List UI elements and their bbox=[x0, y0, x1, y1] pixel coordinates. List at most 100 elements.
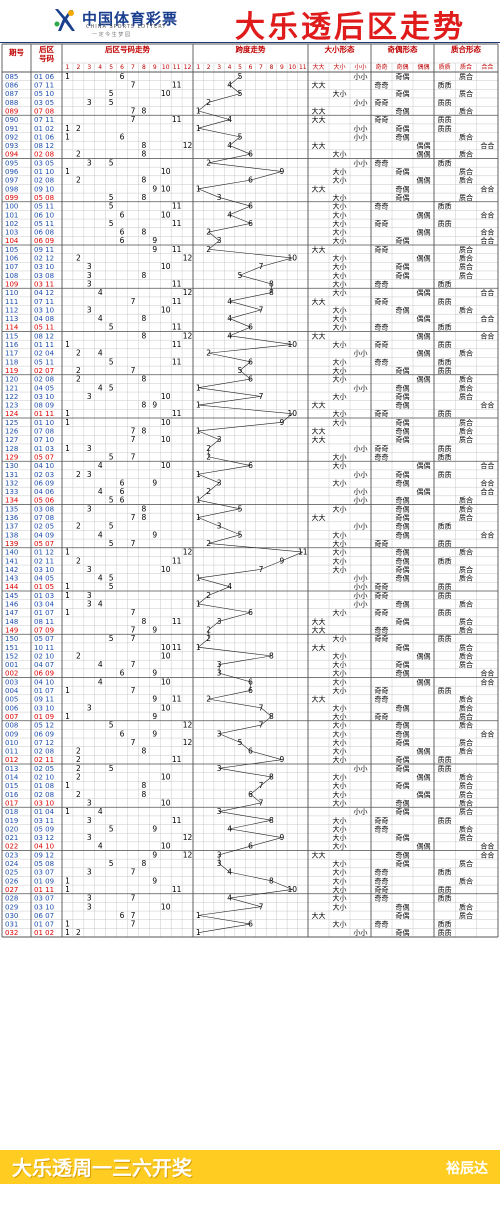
back-numbers-cell: 04 05 bbox=[34, 575, 54, 583]
size-cell: 大小 bbox=[333, 305, 347, 314]
prime-cell: 质合 bbox=[459, 781, 473, 790]
trend-number: 5 bbox=[109, 357, 114, 366]
prime-cell: 合合 bbox=[480, 288, 494, 297]
prime-cell: 合合 bbox=[480, 314, 494, 323]
trend-number: 9 bbox=[152, 236, 157, 245]
size-cell: 大小 bbox=[333, 894, 347, 903]
period-cell: 143 bbox=[5, 575, 18, 583]
period-cell: 122 bbox=[5, 393, 18, 401]
trend-number: 3 bbox=[87, 98, 92, 107]
trend-number: 8 bbox=[141, 401, 146, 410]
parity-cell: 奇偶 bbox=[396, 928, 410, 937]
prime-cell: 合合 bbox=[480, 210, 494, 219]
back-numbers-cell: 05 08 bbox=[34, 860, 54, 868]
trend-number: 7 bbox=[131, 435, 136, 444]
trend-number: 8 bbox=[141, 617, 146, 626]
prime-cell: 质合 bbox=[459, 150, 473, 159]
prime-cell: 质合 bbox=[459, 392, 473, 401]
parity-cell: 奇偶 bbox=[396, 504, 410, 513]
trend-number: 10 bbox=[161, 305, 171, 314]
prime-cell: 合合 bbox=[480, 184, 494, 193]
period-cell: 096 bbox=[5, 168, 19, 176]
prime-cell: 合合 bbox=[480, 677, 494, 686]
trend-number: 11 bbox=[172, 202, 182, 211]
parity-cell: 奇偶 bbox=[396, 556, 410, 565]
span-number: 5 bbox=[238, 504, 243, 513]
period-cell: 004 bbox=[5, 687, 19, 695]
prime-cell: 质质 bbox=[438, 357, 452, 366]
back-numbers-cell: 01 10 bbox=[34, 419, 54, 427]
trend-number: 8 bbox=[141, 141, 146, 150]
trend-number: 11 bbox=[172, 885, 182, 894]
size-cell: 大小 bbox=[333, 357, 347, 366]
back-numbers-cell: 07 08 bbox=[34, 514, 54, 522]
parity-cell: 奇奇 bbox=[375, 625, 389, 634]
prime-cell: 质质 bbox=[438, 115, 452, 124]
period-cell: 027 bbox=[5, 886, 18, 894]
parity-cell: 奇偶 bbox=[396, 600, 410, 609]
trend-number: 1 bbox=[65, 582, 70, 591]
period-cell: 127 bbox=[5, 436, 18, 444]
back-numbers-cell: 03 11 bbox=[34, 817, 54, 825]
size-cell: 大大 bbox=[312, 513, 326, 522]
prime-cell: 质合 bbox=[459, 824, 473, 833]
size-cell: 大小 bbox=[333, 669, 347, 678]
period-cell: 018 bbox=[5, 808, 18, 816]
prime-cell: 合合 bbox=[480, 228, 494, 237]
prime-cell: 质合 bbox=[459, 738, 473, 747]
trend-number: 4 bbox=[98, 288, 103, 297]
trend-number: 10 bbox=[161, 262, 171, 271]
trend-number: 7 bbox=[131, 366, 136, 375]
size-cell: 大小 bbox=[333, 89, 347, 98]
back-numbers-cell: 01 06 bbox=[34, 133, 55, 141]
prime-cell: 质质 bbox=[438, 764, 452, 773]
parity-cell: 奇偶 bbox=[396, 703, 410, 712]
table-row: 140 01 12 1 12 11 大小 奇偶 质合 bbox=[5, 548, 473, 557]
prime-cell: 质质 bbox=[438, 98, 452, 107]
parity-cell: 奇偶 bbox=[396, 72, 410, 81]
back-numbers-cell: 05 11 bbox=[34, 203, 54, 211]
trend-number: 7 bbox=[131, 868, 136, 877]
trend-number: 8 bbox=[141, 314, 146, 323]
period-cell: 123 bbox=[5, 402, 18, 410]
size-cell: 大小 bbox=[333, 677, 347, 686]
trend-number: 1 bbox=[65, 876, 70, 885]
size-cell: 大小 bbox=[333, 833, 347, 842]
period-cell: 121 bbox=[5, 384, 18, 392]
trend-number: 1 bbox=[65, 167, 70, 176]
span-number: 11 bbox=[298, 548, 308, 557]
trend-number: 5 bbox=[109, 764, 114, 773]
back-numbers-cell: 05 09 bbox=[34, 825, 54, 833]
prime-cell: 质合 bbox=[459, 427, 473, 436]
back-numbers-cell: 03 07 bbox=[34, 895, 54, 903]
trend-number: 1 bbox=[65, 444, 70, 453]
back-numbers-cell: 02 04 bbox=[34, 350, 55, 358]
period-cell: 148 bbox=[5, 618, 18, 626]
prime-cell: 质合 bbox=[459, 876, 473, 885]
period-cell: 119 bbox=[5, 367, 18, 375]
prime-cell: 质合 bbox=[459, 617, 473, 626]
prime-cell: 质合 bbox=[459, 574, 473, 583]
trend-number: 5 bbox=[109, 452, 114, 461]
period-cell: 109 bbox=[5, 280, 18, 288]
span-number: 6 bbox=[248, 461, 253, 470]
back-numbers-cell: 01 02 bbox=[34, 929, 54, 937]
trend-number: 1 bbox=[65, 712, 70, 721]
parity-cell: 偶偶 bbox=[417, 487, 431, 496]
trend-number: 1 bbox=[65, 409, 70, 418]
period-cell: 135 bbox=[5, 505, 18, 513]
parity-cell: 奇偶 bbox=[396, 911, 410, 920]
span-cell-label: 7 bbox=[259, 64, 263, 71]
trend-number: 6 bbox=[120, 496, 125, 505]
size-cell: 大小 bbox=[333, 262, 347, 271]
period-cell: 131 bbox=[5, 471, 18, 479]
period-cell: 144 bbox=[5, 583, 19, 591]
parity-cell: 偶偶 bbox=[417, 677, 431, 686]
parity-cell: 奇奇 bbox=[375, 876, 389, 885]
parity-cell: 奇偶 bbox=[396, 106, 410, 115]
period-cell: 133 bbox=[5, 488, 18, 496]
size-cell: 大大 bbox=[312, 427, 326, 436]
prime-cell: 质合 bbox=[459, 548, 473, 557]
period-cell: 008 bbox=[5, 722, 18, 730]
trend-cell-label: 7 bbox=[131, 64, 135, 71]
